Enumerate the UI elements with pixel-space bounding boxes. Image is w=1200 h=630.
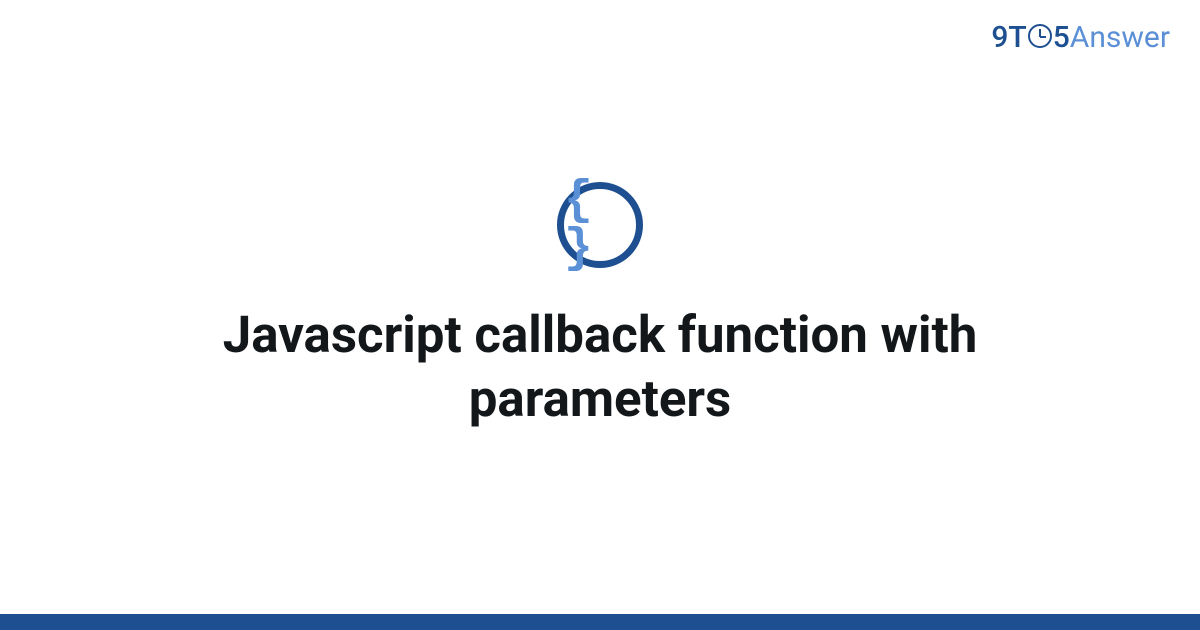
page-title: Javascript callback function with parame… xyxy=(100,304,1100,432)
main-content: { } Javascript callback function with pa… xyxy=(0,0,1200,614)
footer-accent-bar xyxy=(0,614,1200,630)
category-icon-circle: { } xyxy=(557,182,643,268)
code-braces-icon: { } xyxy=(564,177,636,273)
